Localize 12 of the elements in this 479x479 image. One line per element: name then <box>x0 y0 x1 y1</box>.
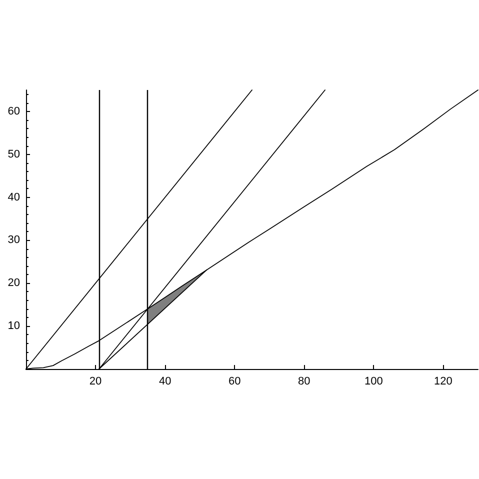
y-tick-label: 30 <box>8 234 20 246</box>
x-tick-label: 100 <box>364 376 383 388</box>
x-tick-label: 80 <box>298 376 310 388</box>
x-tick-label: 120 <box>434 376 452 388</box>
y-tick-label: 10 <box>8 320 20 332</box>
y-tick-label: 50 <box>8 148 20 160</box>
x-tick-label: 20 <box>89 376 102 388</box>
x-tick-label: 40 <box>158 376 172 388</box>
y-tick-label: 40 <box>8 191 20 204</box>
y-tick-label: 20 <box>8 277 20 290</box>
x-tick-label: 60 <box>228 376 241 388</box>
y-tick-label: 60 <box>8 105 20 118</box>
